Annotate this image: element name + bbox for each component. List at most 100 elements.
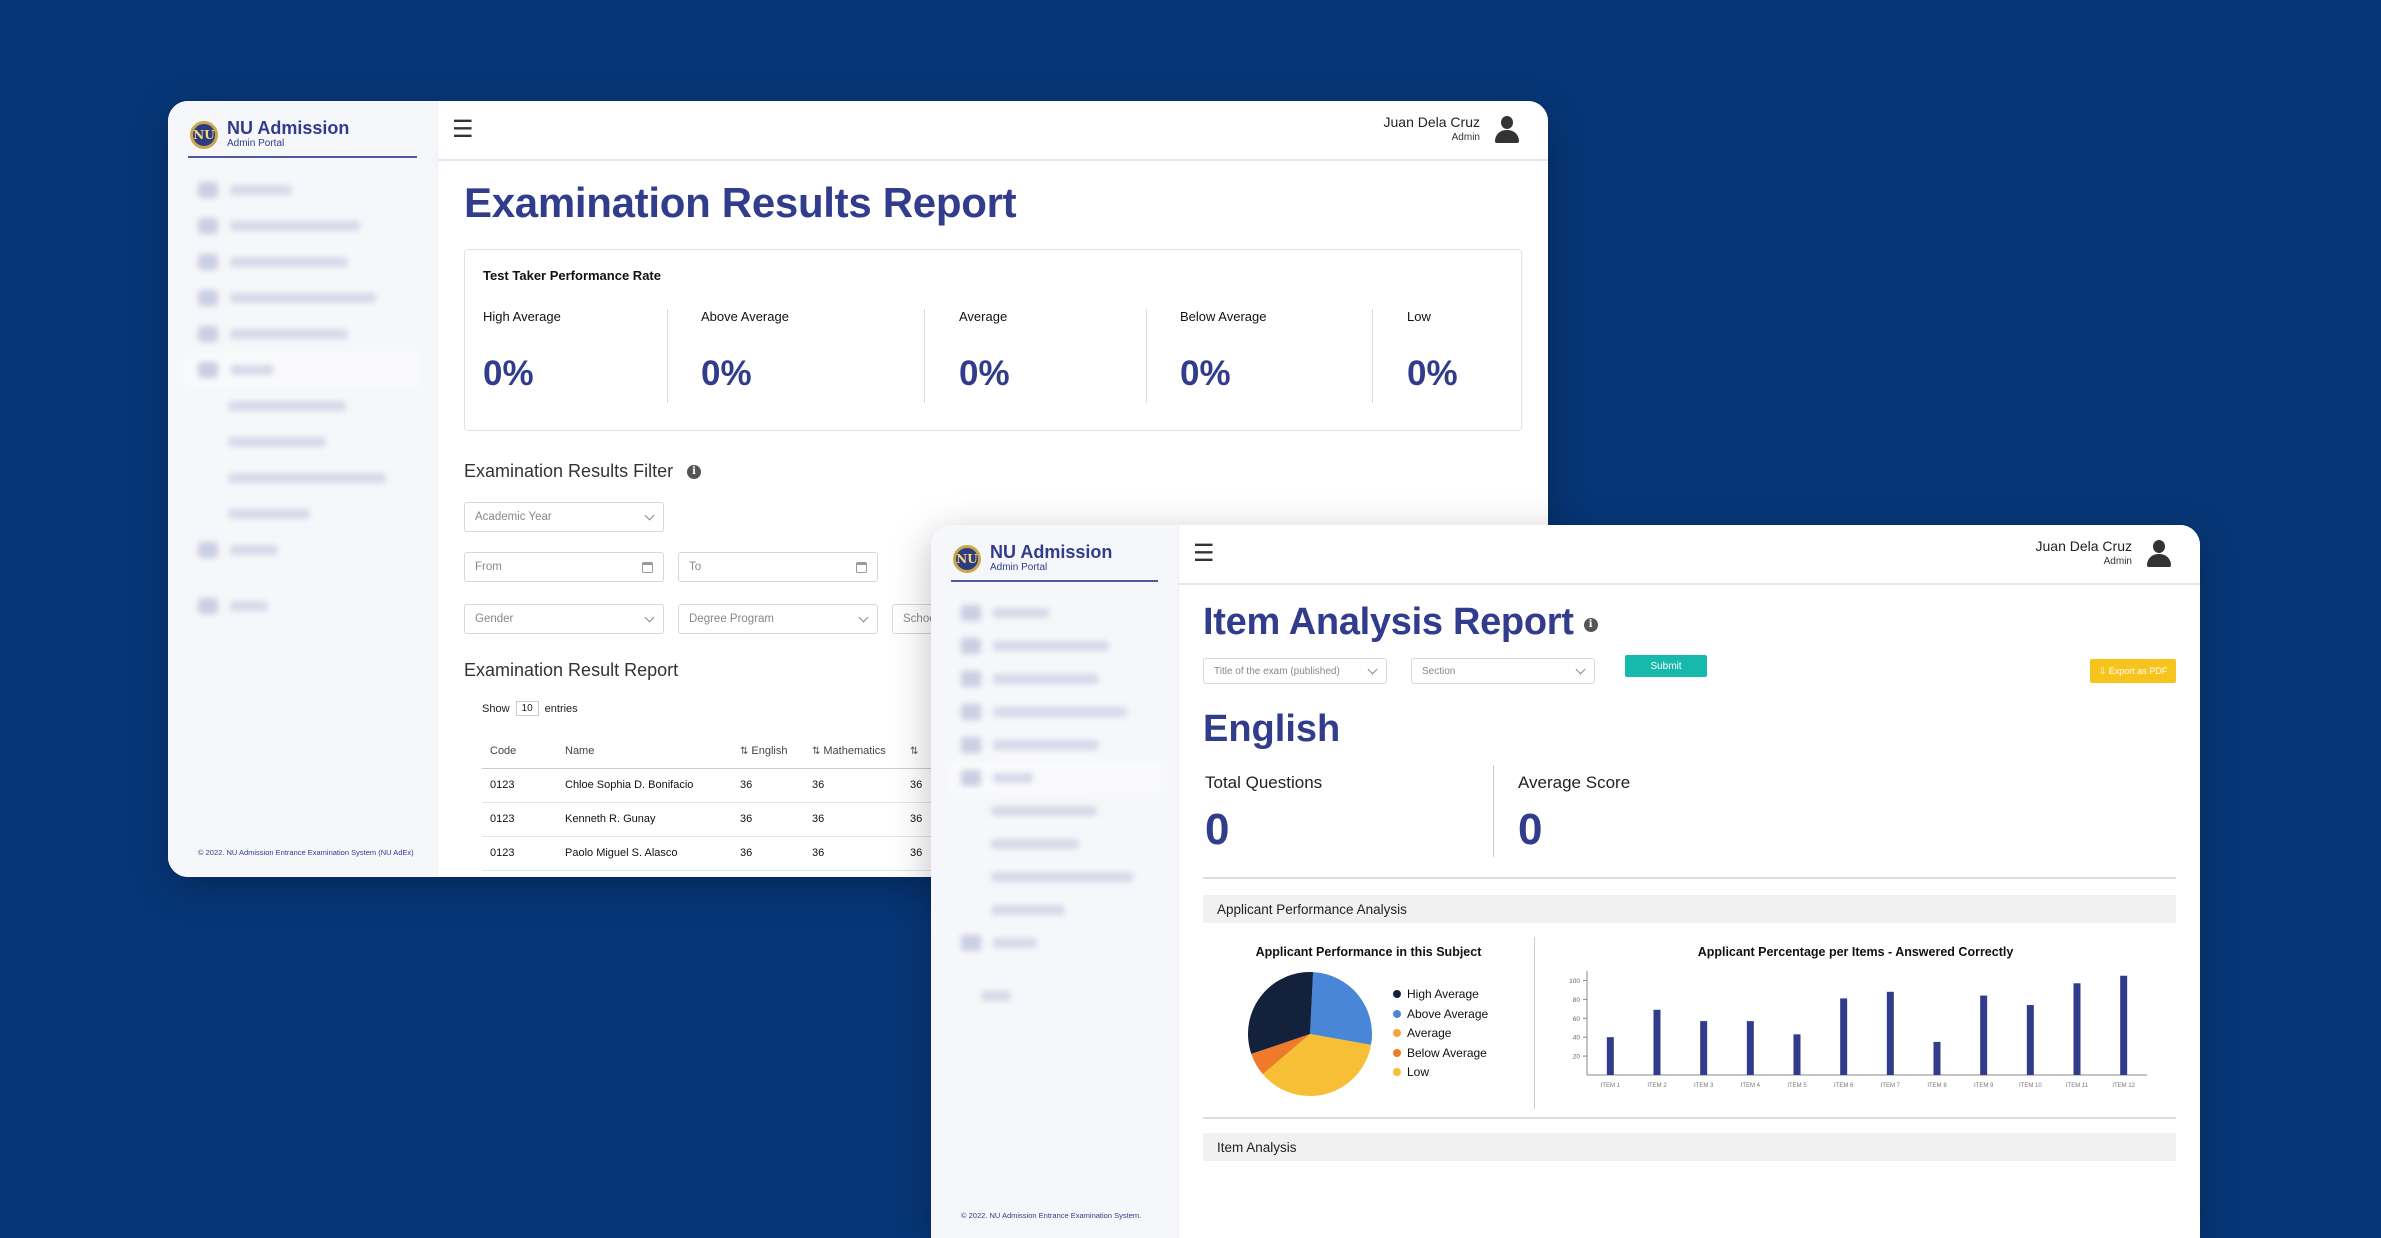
sidebar-item[interactable] xyxy=(931,629,1178,662)
hamburger-menu-icon[interactable]: ☰ xyxy=(452,116,474,143)
sidebar-item[interactable] xyxy=(931,979,1178,1012)
pie-slice-high-average[interactable] xyxy=(1248,972,1314,1054)
card-title: Test Taker Performance Rate xyxy=(483,268,661,283)
select-value: Academic Year xyxy=(475,511,552,523)
sort-icon: ⇅ xyxy=(740,745,749,757)
pie-slice-low[interactable] xyxy=(1262,1034,1372,1096)
cell-code: 0123 xyxy=(482,802,557,837)
entries-select[interactable]: 10 xyxy=(515,701,539,716)
degree-program-select[interactable]: Degree Program xyxy=(678,604,878,634)
bar-item-8[interactable] xyxy=(1933,1041,1941,1075)
chevron-down-icon xyxy=(858,612,869,622)
user-avatar-icon[interactable] xyxy=(1494,116,1520,144)
academic-year-select[interactable]: Academic Year xyxy=(464,502,664,532)
select-value: Gender xyxy=(475,613,514,625)
rate-high-average: High Average 0% xyxy=(483,309,668,403)
column-header-name[interactable]: Name xyxy=(557,734,732,769)
legend-item[interactable]: Average xyxy=(1393,1024,1488,1044)
legend-label: Below Average xyxy=(1407,1045,1487,1060)
bar-item-4[interactable] xyxy=(1746,1021,1754,1075)
sidebar-item[interactable] xyxy=(931,728,1178,761)
calendar-icon[interactable] xyxy=(642,561,653,573)
legend-swatch xyxy=(1393,990,1401,999)
sidebar-subitem[interactable] xyxy=(168,496,437,532)
chevron-down-icon xyxy=(644,612,655,622)
brand-title: NU Admission xyxy=(990,542,1113,562)
sidebar-item[interactable] xyxy=(168,244,437,280)
bar-item-2[interactable] xyxy=(1653,1009,1661,1075)
pie-slice-below-average[interactable] xyxy=(1251,1034,1310,1075)
sidebar-item[interactable] xyxy=(168,316,437,352)
sidebar-item-active[interactable] xyxy=(184,352,421,388)
submit-button[interactable]: Submit xyxy=(1625,655,1707,677)
sidebar-item[interactable] xyxy=(168,280,437,316)
bar-item-5[interactable] xyxy=(1793,1034,1801,1075)
sidebar-item[interactable] xyxy=(168,208,437,244)
legend-item[interactable]: Above Average xyxy=(1393,1005,1488,1025)
exam-title-select[interactable]: Title of the exam (published) xyxy=(1203,658,1387,684)
performance-rate-card: Test Taker Performance Rate High Average… xyxy=(464,249,1522,431)
user-menu[interactable]: Juan Dela Cruz Admin xyxy=(1384,115,1521,145)
sidebar-subitem[interactable] xyxy=(168,460,437,496)
sidebar-subitem[interactable] xyxy=(931,794,1178,827)
average-score-stat: Average Score 0 xyxy=(1493,765,1783,857)
sidebar-subitem[interactable] xyxy=(931,827,1178,860)
sidebar-item[interactable] xyxy=(931,926,1178,959)
column-header-code[interactable]: Code xyxy=(482,734,557,769)
x-tick-label: ITEM 3 xyxy=(1694,1083,1714,1089)
bar-item-9[interactable] xyxy=(1980,995,1988,1075)
bar-item-12[interactable] xyxy=(2120,975,2128,1075)
rate-label: Low xyxy=(1407,309,1431,324)
info-icon[interactable]: i xyxy=(687,464,702,479)
table-row[interactable]: 0123 Chloe Sophia D. Bonifacio 36 36 36 xyxy=(482,768,962,803)
brand-subtitle: Admin Portal xyxy=(227,138,285,149)
section-select[interactable]: Section xyxy=(1411,658,1595,684)
input-placeholder: To xyxy=(689,561,702,573)
rate-value: 0% xyxy=(959,354,1010,393)
bar-item-6[interactable] xyxy=(1840,998,1848,1075)
calendar-icon[interactable] xyxy=(856,561,867,573)
sidebar-subitem[interactable] xyxy=(931,860,1178,893)
bar-item-3[interactable] xyxy=(1700,1021,1708,1075)
rate-value: 0% xyxy=(1407,354,1458,393)
legend-item[interactable]: Low xyxy=(1393,1063,1488,1083)
sidebar-item-active[interactable] xyxy=(947,761,1162,794)
bar-chart: 20 40 60 80 100 ITEM 1 ITEM 2 ITEM 3 ITEM 4 ITEM … xyxy=(1569,971,2147,1089)
table-row[interactable]: 0123 Kenneth R. Gunay 36 36 36 xyxy=(482,802,962,837)
sidebar-footer: © 2022. NU Admission Entrance Examinatio… xyxy=(961,1211,1142,1220)
legend-item[interactable]: Below Average xyxy=(1393,1044,1488,1064)
sidebar-item[interactable] xyxy=(168,588,437,624)
sidebar-subitem[interactable] xyxy=(168,424,437,460)
column-header-english[interactable]: ⇅ English xyxy=(732,734,804,769)
user-name: Juan Dela Cruz xyxy=(2035,538,2133,554)
user-avatar-icon[interactable] xyxy=(2146,540,2172,568)
sidebar-item[interactable] xyxy=(168,172,437,208)
sidebar-subitem[interactable] xyxy=(931,893,1178,926)
hamburger-menu-icon[interactable]: ☰ xyxy=(1193,540,1215,567)
user-menu[interactable]: Juan Dela Cruz Admin xyxy=(2036,539,2173,569)
sidebar-item[interactable] xyxy=(168,532,437,568)
from-date-input[interactable]: From xyxy=(464,552,664,582)
sidebar-item[interactable] xyxy=(931,596,1178,629)
column-header-mathematics[interactable]: ⇅ Mathematics xyxy=(804,734,902,769)
rate-value: 0% xyxy=(1180,354,1231,393)
legend-item[interactable]: High Average xyxy=(1393,985,1488,1005)
item-analysis-section-header: Item Analysis xyxy=(1203,1133,2176,1161)
bar-item-11[interactable] xyxy=(2073,983,2081,1075)
table-row[interactable]: 0123 Paolo Miguel S. Alasco 36 36 36 xyxy=(482,836,962,871)
bar-item-10[interactable] xyxy=(2026,1005,2034,1075)
bar-item-1[interactable] xyxy=(1606,1037,1614,1075)
gender-select[interactable]: Gender xyxy=(464,604,664,634)
to-date-input[interactable]: To xyxy=(678,552,878,582)
info-icon[interactable]: i xyxy=(1583,617,1598,632)
brand[interactable]: NU NU Admission Admin Portal xyxy=(931,525,1178,580)
sidebar-item[interactable] xyxy=(931,695,1178,728)
brand[interactable]: NU NU Admission Admin Portal xyxy=(168,101,437,156)
sidebar-item[interactable] xyxy=(931,662,1178,695)
pie-slice-above-average[interactable] xyxy=(1310,972,1372,1045)
stat-value: 0 xyxy=(1205,805,1230,854)
export-pdf-button[interactable]: ⇩ Export as PDF xyxy=(2090,659,2176,683)
sidebar-subitem[interactable] xyxy=(168,388,437,424)
bar-item-7[interactable] xyxy=(1886,991,1894,1075)
legend-label: Average xyxy=(1407,1026,1452,1041)
